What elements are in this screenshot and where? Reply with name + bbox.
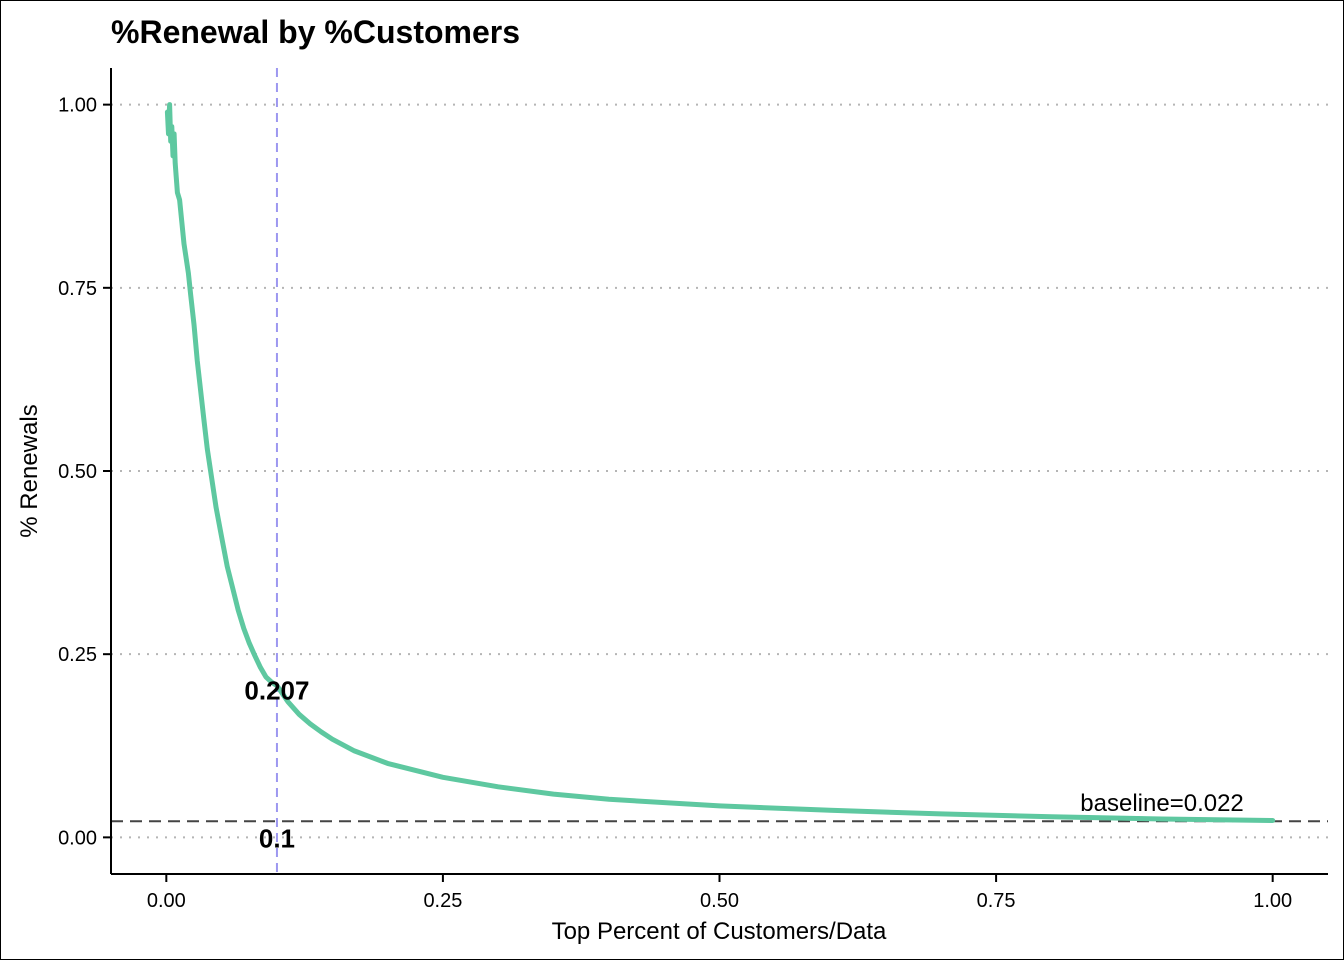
x-tick-label: 1.00 (1253, 890, 1292, 912)
vline-label: 0.1 (259, 823, 295, 853)
x-tick-label: 0.75 (977, 890, 1016, 912)
y-axis-label: % Renewals (16, 404, 43, 537)
grid-lines (111, 103, 1328, 839)
y-tick-label: 0.25 (58, 644, 97, 666)
y-tick-label: 0.50 (58, 461, 97, 483)
y-ticks: 0.00 0.25 0.50 0.75 1.00 (58, 95, 111, 849)
y-tick-label: 0.00 (58, 827, 97, 849)
y-tick-label: 0.75 (58, 278, 97, 300)
x-tick-label: 0.25 (423, 890, 462, 912)
x-axis-label: Top Percent of Customers/Data (552, 918, 887, 945)
y-tick-label: 1.00 (58, 95, 97, 117)
x-ticks: 0.00 0.25 0.50 0.75 1.00 (147, 874, 1292, 912)
x-tick-label: 0.00 (147, 890, 186, 912)
baseline-label: baseline=0.022 (1080, 790, 1243, 817)
x-tick-label: 0.50 (700, 890, 739, 912)
series-line (164, 102, 1276, 823)
chart-title: %Renewal by %Customers (111, 14, 520, 50)
reference-lines (111, 68, 1328, 874)
point-label: 0.207 (244, 676, 309, 706)
series-layer (164, 102, 1276, 823)
